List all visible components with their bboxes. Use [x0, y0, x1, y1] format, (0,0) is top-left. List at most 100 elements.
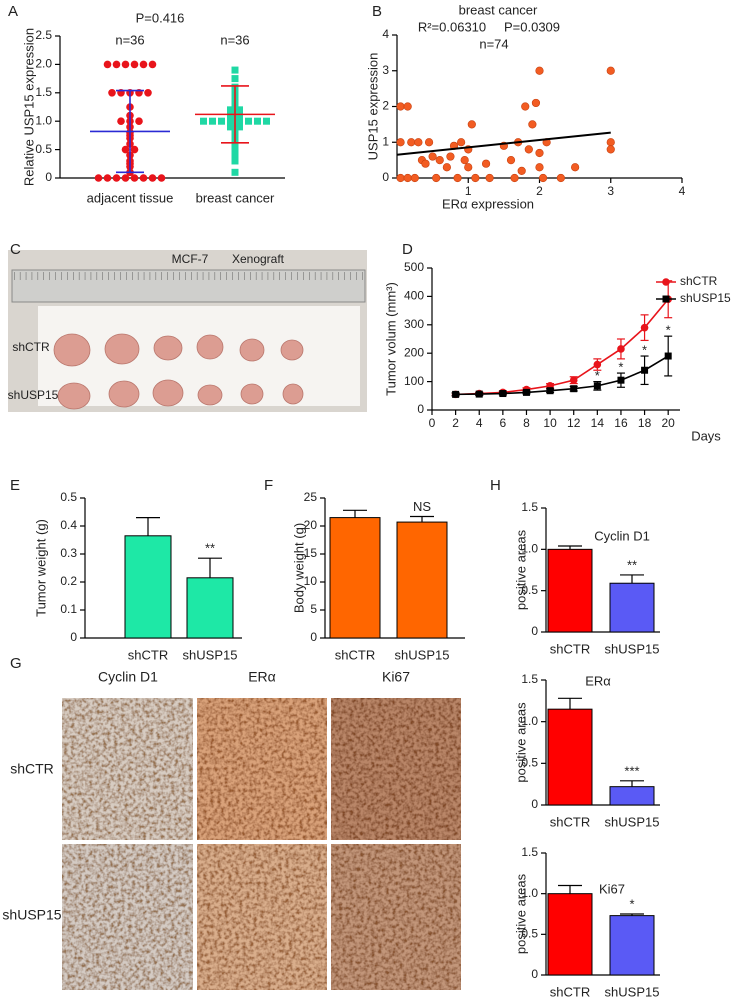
point: [467, 120, 476, 129]
y-tick-label: 300: [404, 317, 424, 331]
y-tick-label: 3: [382, 63, 389, 77]
point: [424, 138, 434, 147]
x-tick-label: 4: [679, 184, 686, 198]
y-tick-label: 0: [45, 170, 52, 184]
row-label: shCTR: [12, 340, 50, 354]
panel-label: H: [490, 477, 501, 494]
point: [606, 66, 615, 75]
point: [446, 152, 455, 161]
point: [209, 117, 216, 125]
x-tick-label: 18: [638, 416, 652, 430]
point: [475, 390, 483, 398]
panel-label: B: [372, 3, 382, 20]
point: [148, 60, 157, 69]
y-tick-label: 0: [531, 967, 538, 981]
x-tick-label: adjacent tissue: [87, 190, 174, 205]
x-tick-label: shCTR: [335, 647, 375, 662]
panel-label: A: [8, 3, 18, 20]
point: [617, 376, 625, 384]
x-tick-label: 20: [662, 416, 676, 430]
point: [139, 174, 148, 182]
point: [121, 174, 130, 182]
point: [570, 385, 578, 393]
point: [435, 156, 444, 165]
point: [428, 152, 437, 161]
x-tick-label: shCTR: [550, 814, 590, 829]
point: [103, 60, 112, 69]
y-tick-label: 0: [310, 630, 317, 644]
legend-marker: [662, 295, 670, 303]
significance-label: **: [627, 557, 637, 572]
photo-label: Xenograft: [232, 252, 285, 266]
point: [414, 138, 423, 147]
x-tick-label: 8: [523, 416, 530, 430]
y-tick-label: 0: [531, 797, 538, 811]
point: [236, 117, 243, 125]
point: [569, 376, 578, 384]
point: [517, 166, 526, 175]
bar: [124, 535, 172, 639]
point: [254, 117, 261, 125]
significance-label: ***: [624, 763, 639, 778]
y-tick-label: 4: [382, 27, 389, 41]
y-tick-label: 0: [531, 624, 538, 638]
y-tick-label: 1.5: [521, 845, 538, 859]
point: [606, 138, 615, 147]
significance-label: **: [205, 541, 215, 556]
y-tick-label: 400: [404, 289, 424, 303]
annotation: P=0.0309: [504, 19, 560, 34]
x-tick-label: 0: [429, 416, 436, 430]
y-tick-label: 1.0: [35, 113, 52, 127]
significance-label: *: [629, 896, 634, 911]
y-axis-label: Relative USP15 expression: [21, 28, 36, 186]
point: [464, 163, 473, 172]
series-line: [455, 355, 669, 396]
x-tick-label: shUSP15: [605, 984, 660, 999]
point: [231, 140, 239, 148]
x-tick-label: 3: [607, 184, 614, 198]
point: [485, 173, 494, 183]
point: [442, 163, 451, 172]
bar: [609, 915, 655, 976]
y-tick-label: 0.2: [60, 574, 77, 588]
point: [571, 163, 580, 172]
y-tick-label: 10: [304, 574, 318, 588]
point: [94, 174, 103, 182]
point: [407, 138, 416, 147]
y-tick-label: 5: [310, 602, 317, 616]
y-tick-label: 0.5: [35, 142, 52, 156]
point: [396, 138, 405, 147]
point: [135, 117, 143, 125]
x-tick-label: 10: [543, 416, 557, 430]
x-tick-label: shUSP15: [605, 814, 660, 829]
point: [227, 123, 234, 131]
x-tick-label: shUSP15: [395, 647, 450, 662]
chart-title: ERα: [585, 673, 611, 688]
annotation: R²=0.06310: [418, 19, 486, 34]
x-axis-label: ERα expression: [442, 196, 534, 211]
x-tick-label: 14: [591, 416, 605, 430]
bar: [547, 548, 593, 633]
count-label: n=36: [220, 32, 249, 47]
y-tick-label: 0.1: [60, 602, 77, 616]
point: [524, 145, 533, 154]
point: [112, 174, 121, 182]
significance-label: *: [618, 360, 623, 375]
bar: [547, 708, 593, 806]
y-tick-label: 1.0: [521, 886, 538, 900]
point: [218, 117, 225, 125]
point: [538, 173, 548, 183]
point: [471, 173, 480, 183]
ihc-images: [62, 698, 461, 990]
annotation: P=0.416: [136, 10, 185, 25]
annotation: n=74: [479, 36, 508, 51]
column-label: Cyclin D1: [98, 669, 158, 685]
point: [236, 106, 243, 114]
point: [403, 102, 412, 111]
x-tick-label: 12: [567, 416, 581, 430]
point: [396, 102, 405, 111]
point: [664, 352, 672, 360]
count-label: n=36: [115, 32, 144, 47]
point: [236, 123, 243, 131]
